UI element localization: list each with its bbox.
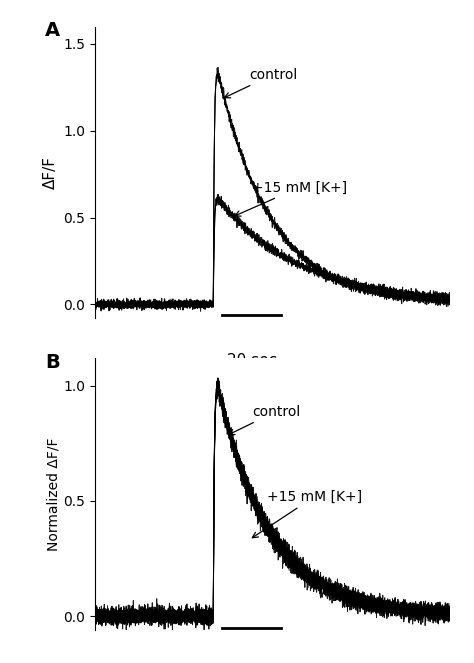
Text: control: control (229, 404, 300, 434)
Text: +15 mM [K+]: +15 mM [K+] (235, 180, 347, 216)
Text: control: control (225, 68, 297, 97)
Y-axis label: Normalized ΔF/F: Normalized ΔF/F (46, 437, 60, 551)
Text: A: A (45, 21, 60, 40)
Text: +15 mM [K+]: +15 mM [K+] (252, 490, 362, 538)
Text: 20 sec: 20 sec (227, 353, 277, 368)
Text: B: B (45, 353, 60, 371)
Y-axis label: ΔF/F: ΔF/F (43, 156, 57, 189)
